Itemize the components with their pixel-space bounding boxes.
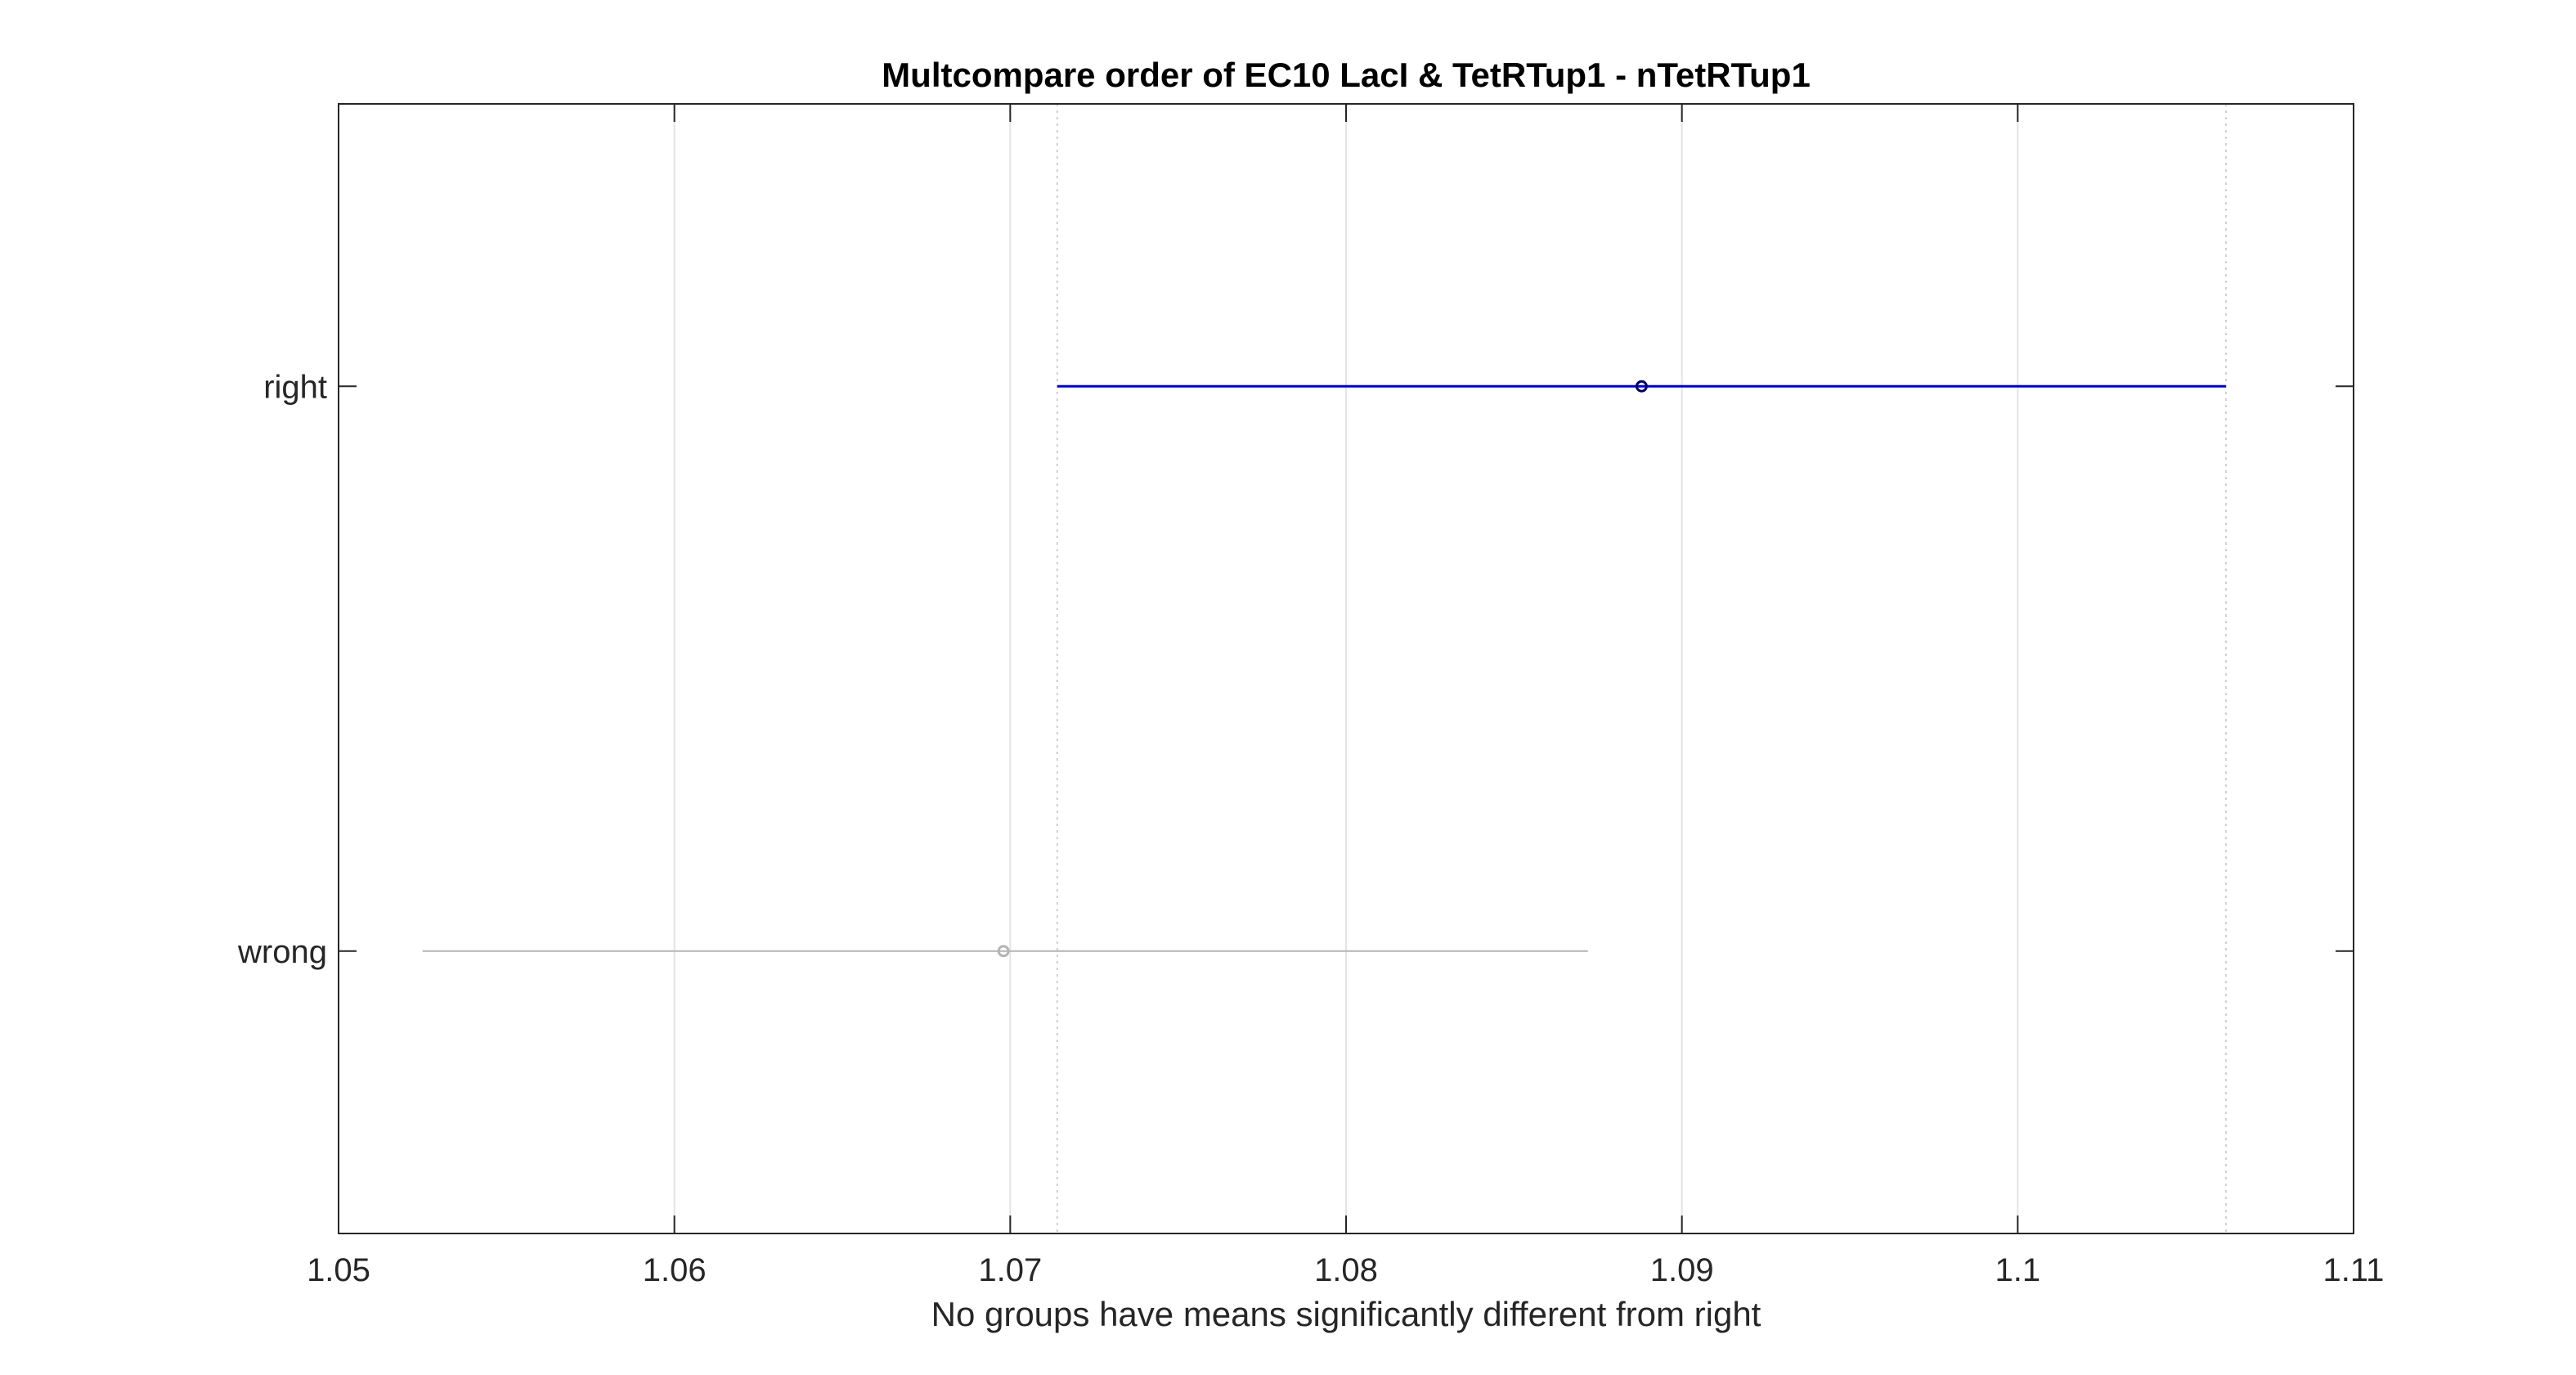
x-tick-label: 1.08: [1314, 1252, 1378, 1288]
axis-ticks: 1.05 1.06 1.07 1.08 1.09 1.1 1.11 right wrong: [237, 104, 2384, 1288]
x-axis-label: No groups have means significantly diffe…: [931, 1295, 1761, 1333]
x-tick-label: 1.05: [307, 1252, 370, 1288]
x-tick-label: 1.1: [1995, 1252, 2041, 1288]
chart-title: Multcompare order of EC10 LacI & TetRTup…: [882, 56, 1811, 94]
comparison-intervals: [422, 380, 2226, 958]
x-tick-label: 1.06: [643, 1252, 707, 1288]
y-tick-label: right: [263, 369, 327, 405]
mean-marker-right: [1635, 380, 1648, 393]
x-tick-label: 1.07: [978, 1252, 1042, 1288]
x-tick-label: 1.11: [2323, 1252, 2385, 1288]
y-tick-label: wrong: [237, 934, 327, 970]
reference-lines: [1056, 104, 2227, 1233]
mean-marker-wrong: [997, 945, 1010, 958]
x-tick-label: 1.09: [1650, 1252, 1714, 1288]
